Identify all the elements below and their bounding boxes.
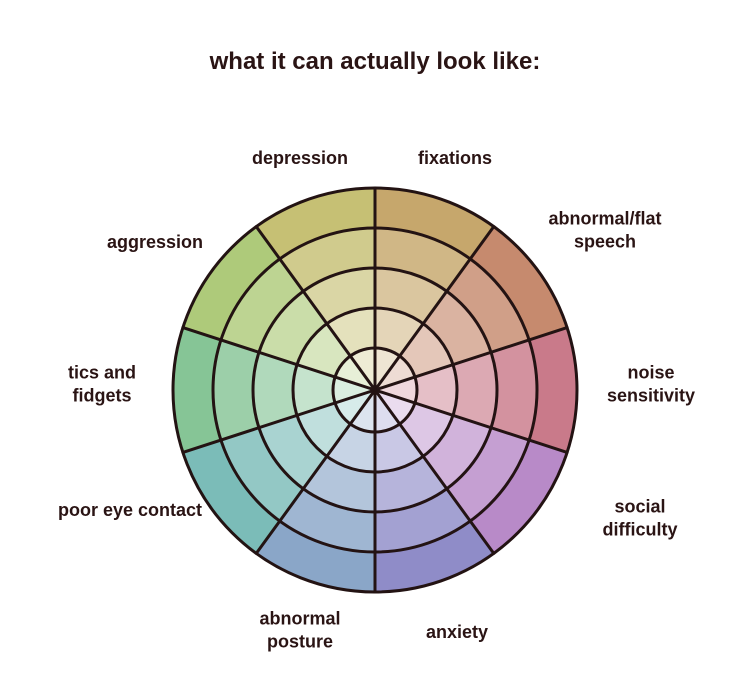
segment-label: abnormal posture	[259, 608, 340, 653]
wheel-diagram	[0, 0, 750, 689]
segment-label: fixations	[418, 147, 492, 170]
segment-label: abnormal/flat speech	[548, 208, 661, 253]
segment-label: anxiety	[426, 621, 488, 644]
segment-label: tics and fidgets	[68, 362, 136, 407]
segment-label: aggression	[107, 231, 203, 254]
segment-label: social difficulty	[585, 496, 695, 541]
segment-label: depression	[252, 147, 348, 170]
segment-label: poor eye contact	[58, 499, 202, 522]
segment-label: noise sensitivity	[607, 362, 695, 407]
